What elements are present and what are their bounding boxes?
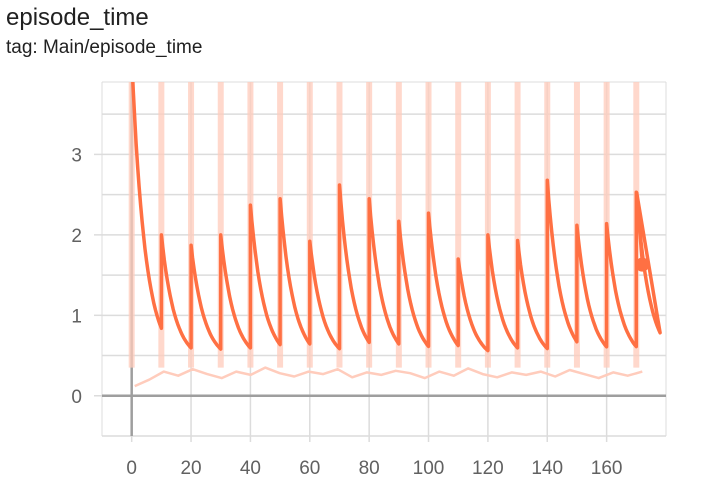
x-tick-label: 60 xyxy=(299,458,320,479)
chart-tag-label: tag: Main/episode_time xyxy=(6,37,203,58)
y-tick-label: 3 xyxy=(71,145,82,166)
x-tick-label: 140 xyxy=(531,458,563,479)
last-point-marker xyxy=(635,257,650,272)
chart-title: episode_time xyxy=(6,4,149,31)
smoothed-series-line xyxy=(131,82,662,353)
x-tick-label: 160 xyxy=(591,458,623,479)
x-tick-label: 80 xyxy=(359,458,380,479)
x-tick-label: 0 xyxy=(126,458,137,479)
y-tick-label: 0 xyxy=(71,387,82,408)
y-tick-label: 1 xyxy=(71,306,82,327)
series-group xyxy=(128,82,662,388)
x-tick-label: 40 xyxy=(240,458,261,479)
y-tick-label: 2 xyxy=(71,226,82,247)
x-tick-label: 20 xyxy=(180,458,201,479)
raw-series-line xyxy=(134,366,643,388)
x-tick-label: 120 xyxy=(472,458,504,479)
x-tick-label: 100 xyxy=(413,458,445,479)
last-point-connector xyxy=(634,192,644,265)
